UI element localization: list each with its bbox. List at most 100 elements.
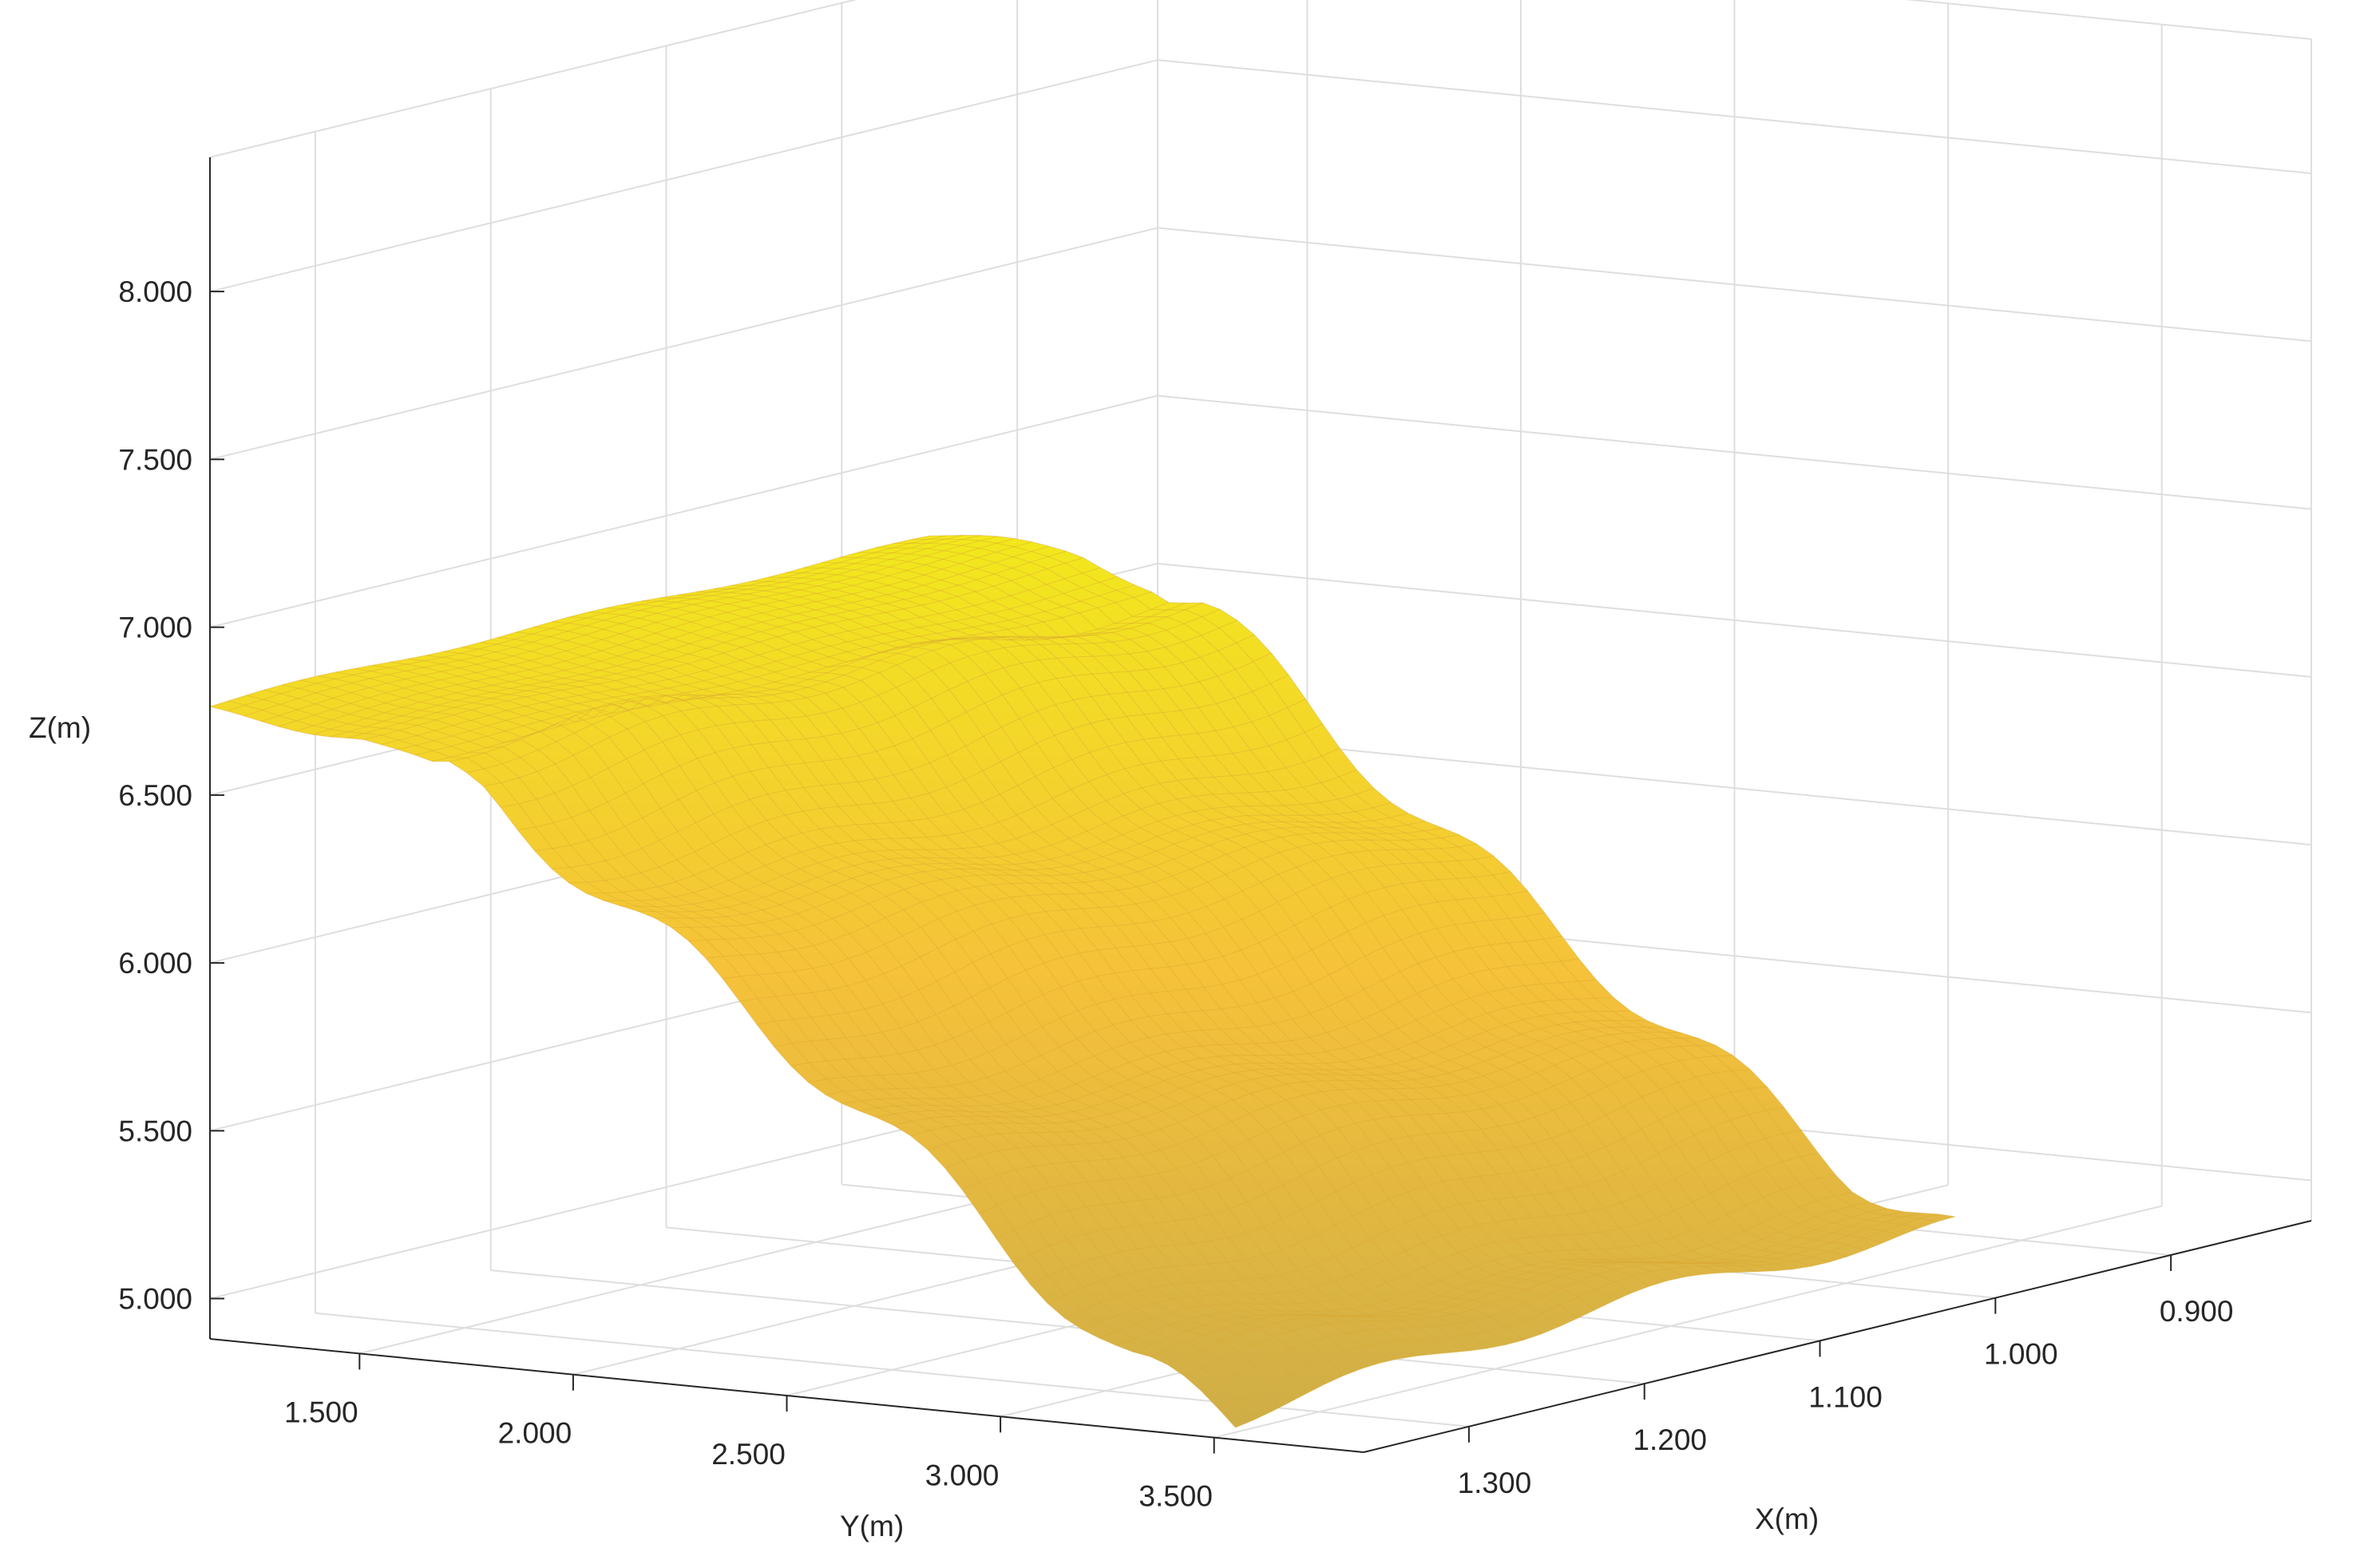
y-tick-label: 3.000 bbox=[925, 1459, 1000, 1491]
surface-mesh-line bbox=[461, 647, 1488, 1349]
x-tick-label: 1.200 bbox=[1633, 1423, 1707, 1456]
surface-mesh-line bbox=[346, 551, 1067, 738]
axes bbox=[209, 157, 2312, 1454]
surface-mesh-line bbox=[585, 698, 1306, 894]
surface-mesh-line bbox=[790, 871, 1511, 1067]
surface-mesh-line bbox=[449, 602, 1170, 762]
y-tick-label: 2.000 bbox=[498, 1417, 572, 1450]
surface-mesh-line bbox=[723, 827, 1443, 980]
surface-mesh-line bbox=[1184, 1211, 1904, 1376]
surface-mesh-line bbox=[281, 684, 1308, 1394]
surface-mesh-line bbox=[263, 689, 1290, 1403]
surface-mesh-line bbox=[335, 671, 1362, 1369]
surface-mesh-line bbox=[749, 580, 1776, 1272]
surface-mesh-line bbox=[688, 813, 1408, 941]
surface-mesh-line bbox=[731, 584, 1757, 1273]
surface-mesh-line bbox=[390, 661, 1416, 1356]
surface-mesh-line bbox=[756, 843, 1477, 1025]
z-tick-label: 5.000 bbox=[118, 1283, 192, 1316]
surface-mesh-line bbox=[803, 567, 1830, 1263]
surface-mesh-line bbox=[244, 534, 964, 717]
y-tick-label: 3.500 bbox=[1138, 1480, 1213, 1513]
surface-mesh-line bbox=[671, 802, 1392, 929]
grid-line-z bbox=[209, 394, 1158, 628]
surface-mesh-line bbox=[209, 706, 1236, 1428]
surface-mesh-line bbox=[479, 642, 1506, 1345]
surface-mesh-line bbox=[911, 538, 1938, 1222]
x-tick-label: 1.000 bbox=[1984, 1338, 2058, 1371]
surface-mesh-line bbox=[677, 594, 1704, 1275]
surface-mesh-line bbox=[979, 1037, 1699, 1214]
surface-mesh-line bbox=[929, 534, 1955, 1218]
surface-mesh-line bbox=[295, 538, 1016, 732]
surface-mesh-line bbox=[875, 547, 1902, 1236]
surface-mesh-line bbox=[705, 821, 1426, 959]
surface-mesh-line bbox=[500, 608, 1221, 808]
surface-mesh-line bbox=[299, 679, 1326, 1384]
surface-mesh-line bbox=[380, 567, 1101, 745]
grid-line-y bbox=[1214, 1205, 2162, 1439]
x-tick-label: 0.900 bbox=[2160, 1295, 2234, 1328]
surface-mesh-line bbox=[961, 1031, 1682, 1190]
surface-mesh-line bbox=[1099, 1152, 1819, 1339]
z-tick-label: 6.500 bbox=[118, 779, 192, 812]
surface-mesh-line bbox=[515, 632, 1542, 1335]
tick-labels: 8.000 7.500 7.000 6.500 6.000 5.500 5.000 1.500… bbox=[118, 275, 2233, 1512]
grid-line-edge bbox=[209, 0, 857, 158]
z-tick-label: 6.000 bbox=[118, 947, 192, 980]
surface-mesh-line bbox=[603, 723, 1323, 901]
surface-mesh-line bbox=[767, 576, 1794, 1270]
surface-mesh-line bbox=[876, 979, 1597, 1119]
surface-mesh-line bbox=[227, 535, 947, 711]
surface-mesh-line bbox=[371, 664, 1398, 1360]
surface-mesh-line bbox=[825, 913, 1545, 1095]
y-axis-label: Y(m) bbox=[840, 1510, 904, 1542]
surface-mesh-line bbox=[1235, 1216, 1955, 1428]
surface-mesh-line bbox=[659, 597, 1685, 1277]
surface-mesh-line bbox=[245, 695, 1272, 1412]
y-tick-label: 1.500 bbox=[284, 1396, 358, 1428]
surface-mesh-line bbox=[641, 600, 1668, 1281]
surface-mesh-line bbox=[1150, 1202, 1870, 1357]
surface-mesh-line bbox=[944, 1026, 1665, 1169]
surface-mesh-line bbox=[839, 556, 1866, 1251]
surface-mesh-line bbox=[893, 543, 1919, 1229]
surface-mesh-line bbox=[1047, 1086, 1768, 1304]
surface-mesh-line bbox=[426, 655, 1452, 1353]
surface-mesh-line bbox=[398, 576, 1118, 750]
surface-mesh-line bbox=[927, 1020, 1648, 1150]
x-axis-label: X(m) bbox=[1755, 1503, 1819, 1535]
surface-mesh-line bbox=[432, 592, 1152, 762]
surface-mesh-line bbox=[910, 1010, 1630, 1137]
surface-mesh-line bbox=[637, 769, 1357, 913]
surface-mesh-line bbox=[620, 747, 1340, 908]
surface-mesh-line bbox=[624, 604, 1649, 1287]
surface-mesh-line bbox=[654, 787, 1374, 919]
surface-mesh bbox=[209, 534, 1955, 1428]
grid-line-edge bbox=[1905, 0, 2312, 40]
surface-mesh-line bbox=[568, 674, 1289, 884]
surface-mesh-line bbox=[842, 936, 1562, 1104]
surface-mesh-line bbox=[209, 535, 930, 707]
surface-mesh-line bbox=[1030, 1068, 1750, 1285]
surface-mesh-line bbox=[552, 652, 1272, 869]
surface-mesh-line bbox=[569, 616, 1596, 1310]
surface-mesh-line bbox=[517, 620, 1237, 830]
surface-mesh-line bbox=[695, 591, 1721, 1273]
surface-mesh-line bbox=[785, 572, 1812, 1267]
x-tick-label: 1.100 bbox=[1808, 1380, 1883, 1413]
surface-mesh-line bbox=[774, 855, 1494, 1047]
z-tick-label: 8.000 bbox=[118, 275, 192, 308]
surface-mesh-line bbox=[996, 1044, 1717, 1239]
z-tick-label: 7.500 bbox=[118, 443, 192, 476]
surface-mesh-line bbox=[363, 557, 1084, 740]
x-axis-line bbox=[1363, 1220, 2312, 1453]
surface-mesh-line bbox=[465, 602, 1186, 773]
z-tick-label: 5.500 bbox=[118, 1115, 192, 1147]
surface-mesh-line bbox=[278, 536, 999, 727]
surface-mesh-line bbox=[354, 668, 1380, 1364]
grid-line-z bbox=[209, 59, 1158, 293]
surface-mesh-line bbox=[1081, 1130, 1802, 1330]
surface-mesh-line bbox=[713, 588, 1740, 1273]
